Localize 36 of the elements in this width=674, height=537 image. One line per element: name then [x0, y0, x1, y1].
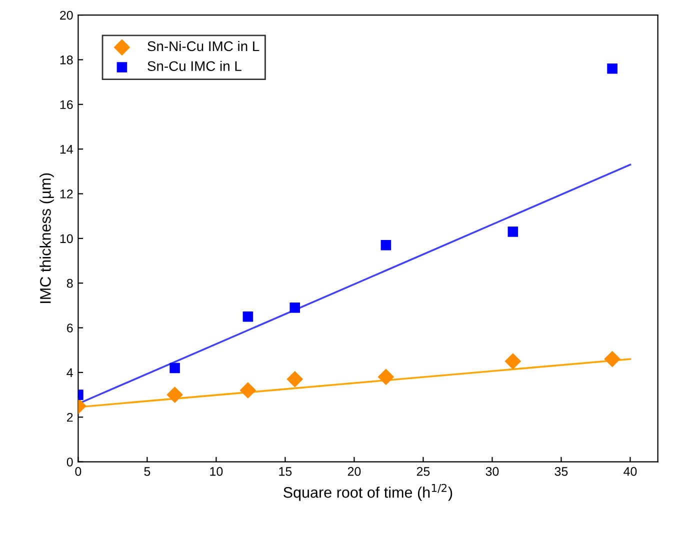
- y-tick-label: 14: [60, 145, 73, 154]
- y-tick-label: 4: [66, 368, 73, 377]
- y-tick-label: 6: [67, 324, 73, 332]
- y-tick-label: 20: [60, 10, 73, 20]
- point: [380, 240, 392, 250]
- x-tick-label: 30: [486, 467, 499, 476]
- x-tick-label: 10: [210, 467, 223, 476]
- point: [504, 353, 522, 370]
- x-tick-label: 15: [279, 467, 292, 476]
- legend-label: Sn-Ni-Cu IMC in L: [148, 40, 260, 52]
- point: [378, 368, 394, 386]
- point: [604, 350, 620, 368]
- point: [242, 311, 254, 322]
- x-tick-label: 20: [348, 467, 361, 476]
- point: [166, 386, 184, 404]
- y-tick-label: 12: [60, 190, 73, 198]
- point: [170, 362, 180, 374]
- x-tick-label: 0: [75, 467, 82, 476]
- x-tick-label: 25: [416, 467, 430, 476]
- point: [607, 64, 618, 74]
- y-tick-label: 0: [66, 458, 73, 466]
- x-axis-title: Square root of time (h$^{1/2}$): [284, 484, 452, 501]
- y-tick-label: 2: [67, 412, 73, 422]
- legend-label: Sn-Cu IMC in L: [148, 60, 242, 72]
- x-tick-label: 40: [624, 467, 637, 476]
- point: [290, 302, 300, 313]
- y-tick-label: 16: [60, 100, 73, 110]
- x-tick-label: 35: [554, 467, 568, 476]
- point: [286, 370, 304, 388]
- x-tick-label: 5: [144, 467, 150, 476]
- y-axis-title: IMC thickness (µm): [40, 173, 54, 303]
- point: [240, 382, 256, 399]
- point: [508, 226, 518, 237]
- y-tick-label: 18: [60, 56, 73, 64]
- y-tick-label: 10: [60, 234, 73, 244]
- y-tick-label: 8: [66, 278, 73, 288]
